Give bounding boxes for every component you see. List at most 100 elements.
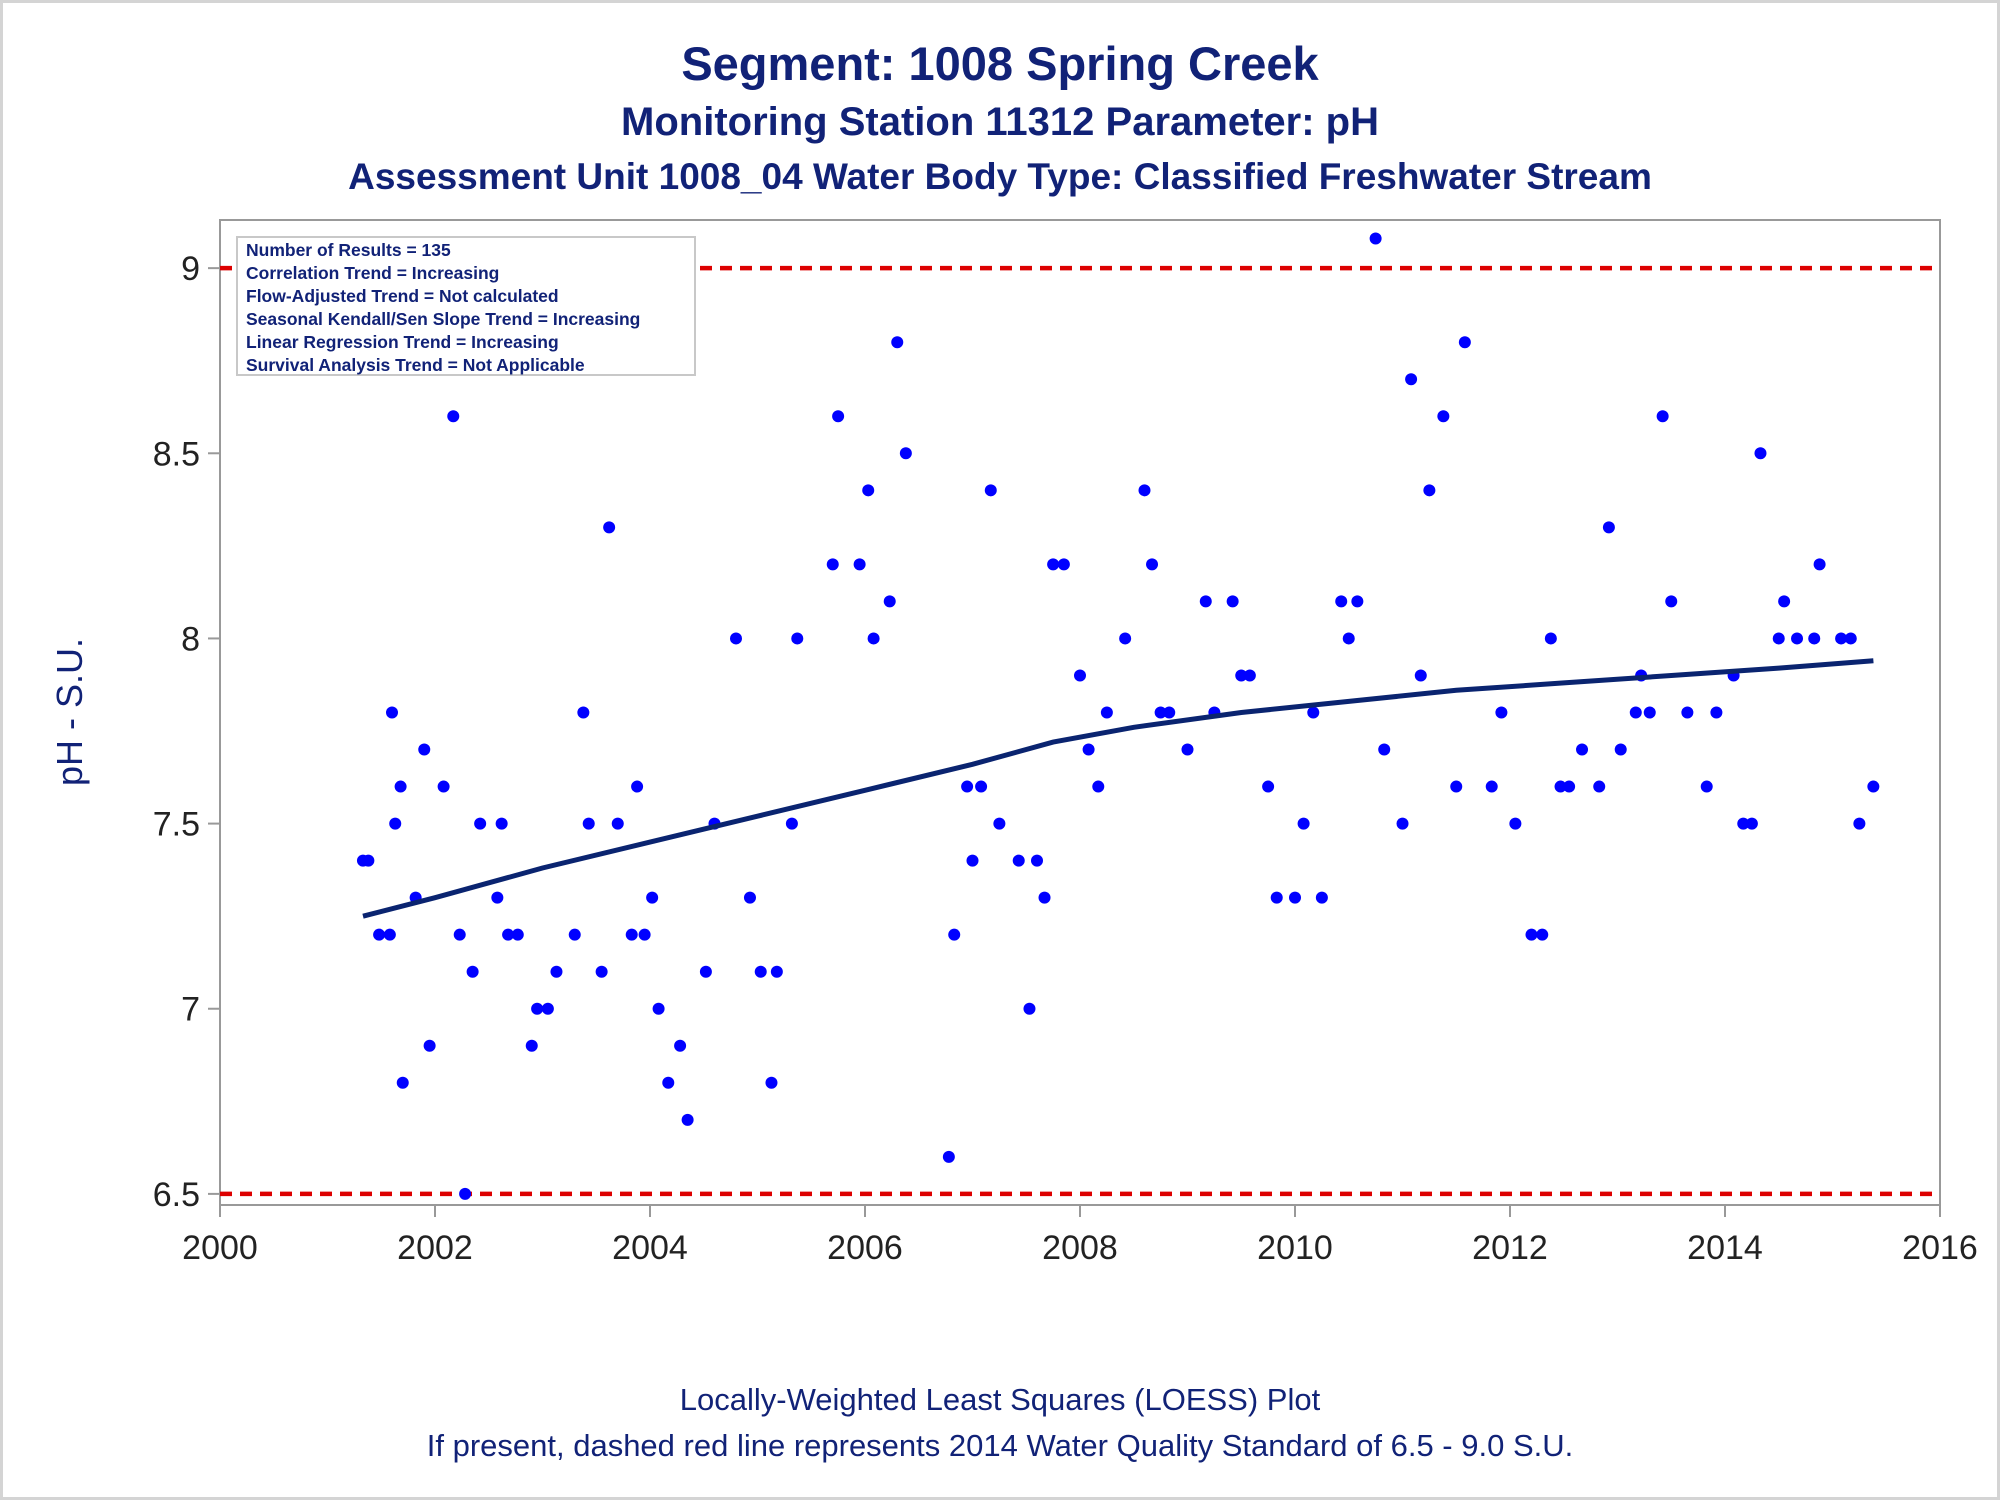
x-tick-label: 2002 [397, 1229, 473, 1267]
data-point [699, 965, 712, 978]
legend-correlation-trend: Correlation Trend = Increasing [246, 263, 500, 283]
data-point [1700, 780, 1713, 793]
data-point [791, 632, 804, 645]
data-point [362, 854, 375, 867]
chart-title: Segment: 1008 Spring Creek [681, 37, 1319, 90]
data-point [1656, 410, 1669, 423]
data-point [525, 1039, 538, 1052]
data-point [1146, 558, 1159, 571]
data-point [577, 706, 590, 719]
data-point [1138, 484, 1151, 497]
data-point [373, 928, 386, 941]
data-point [826, 558, 839, 571]
data-point [1681, 706, 1694, 719]
data-point [1315, 891, 1328, 904]
data-point [1450, 780, 1463, 793]
data-point [1754, 447, 1767, 460]
data-point [662, 1076, 675, 1089]
data-point [1270, 891, 1283, 904]
x-tick-label: 2010 [1257, 1229, 1333, 1267]
data-point [942, 1150, 955, 1163]
data-point [1396, 817, 1409, 830]
data-point [883, 595, 896, 608]
data-point [1057, 558, 1070, 571]
data-point [743, 891, 756, 904]
data-point [652, 1002, 665, 1015]
data-point [1100, 706, 1113, 719]
data-point [867, 632, 880, 645]
data-point [1844, 632, 1857, 645]
data-point [1629, 706, 1642, 719]
x-tick-label: 2006 [827, 1229, 903, 1267]
data-point [1576, 743, 1589, 756]
data-point [966, 854, 979, 867]
data-point [1544, 632, 1557, 645]
data-point [1643, 706, 1656, 719]
data-point [495, 817, 508, 830]
data-point [1351, 595, 1364, 608]
data-point [603, 521, 616, 534]
data-point [531, 1002, 544, 1015]
data-point [474, 817, 487, 830]
data-point [394, 780, 407, 793]
data-point [1602, 521, 1615, 534]
data-point [631, 780, 644, 793]
data-point [1262, 780, 1275, 793]
data-point [1745, 817, 1758, 830]
data-point [1038, 891, 1051, 904]
data-point [1835, 632, 1848, 645]
data-point [389, 817, 402, 830]
y-tick-label: 8 [181, 620, 200, 658]
data-point [1082, 743, 1095, 756]
data-point [541, 1002, 554, 1015]
data-point [1031, 854, 1043, 867]
data-point [1074, 669, 1086, 682]
data-point [1614, 743, 1627, 756]
y-tick-label: 6.5 [153, 1176, 200, 1214]
data-point [1437, 410, 1450, 423]
legend-flow-adjusted-trend: Flow-Adjusted Trend = Not calculated [246, 286, 559, 306]
data-point [582, 817, 595, 830]
legend-number-of-results: Number of Results = 135 [246, 240, 451, 260]
data-point [396, 1076, 409, 1089]
x-tick-label: 2004 [612, 1229, 688, 1267]
data-point [447, 410, 460, 423]
data-point [681, 1113, 694, 1126]
y-tick-label: 8.5 [153, 435, 200, 473]
data-point [1154, 706, 1167, 719]
data-point [1414, 669, 1427, 682]
data-point [1593, 780, 1606, 793]
data-point [638, 928, 651, 941]
data-point [984, 484, 997, 497]
data-point [1335, 595, 1348, 608]
data-point [646, 891, 659, 904]
data-point [437, 780, 450, 793]
data-point [568, 928, 581, 941]
data-point [1289, 891, 1301, 904]
y-tick-label: 7 [181, 991, 200, 1029]
data-point [961, 780, 974, 793]
data-point [423, 1039, 436, 1052]
data-point [502, 928, 515, 941]
data-point [1226, 595, 1239, 608]
data-point [1297, 817, 1310, 830]
y-axis-title: pH - S.U. [49, 638, 90, 786]
data-point [975, 780, 988, 793]
data-point [1665, 595, 1678, 608]
data-point [383, 928, 396, 941]
chart-subtitle-assessment: Assessment Unit 1008_04 Water Body Type:… [348, 156, 1652, 197]
x-tick-label: 2000 [182, 1229, 258, 1267]
loess-trend-line [362, 658, 1874, 919]
data-point [1509, 817, 1522, 830]
data-point [1554, 780, 1567, 793]
data-point [453, 928, 466, 941]
x-tick-label: 2008 [1042, 1229, 1118, 1267]
data-point [1163, 706, 1176, 719]
data-point [1119, 632, 1132, 645]
data-point [611, 817, 624, 830]
data-point [1369, 232, 1382, 245]
data-point [550, 965, 563, 978]
chart-subtitle-station: Monitoring Station 11312 Parameter: pH [621, 100, 1379, 144]
data-point [853, 558, 866, 571]
